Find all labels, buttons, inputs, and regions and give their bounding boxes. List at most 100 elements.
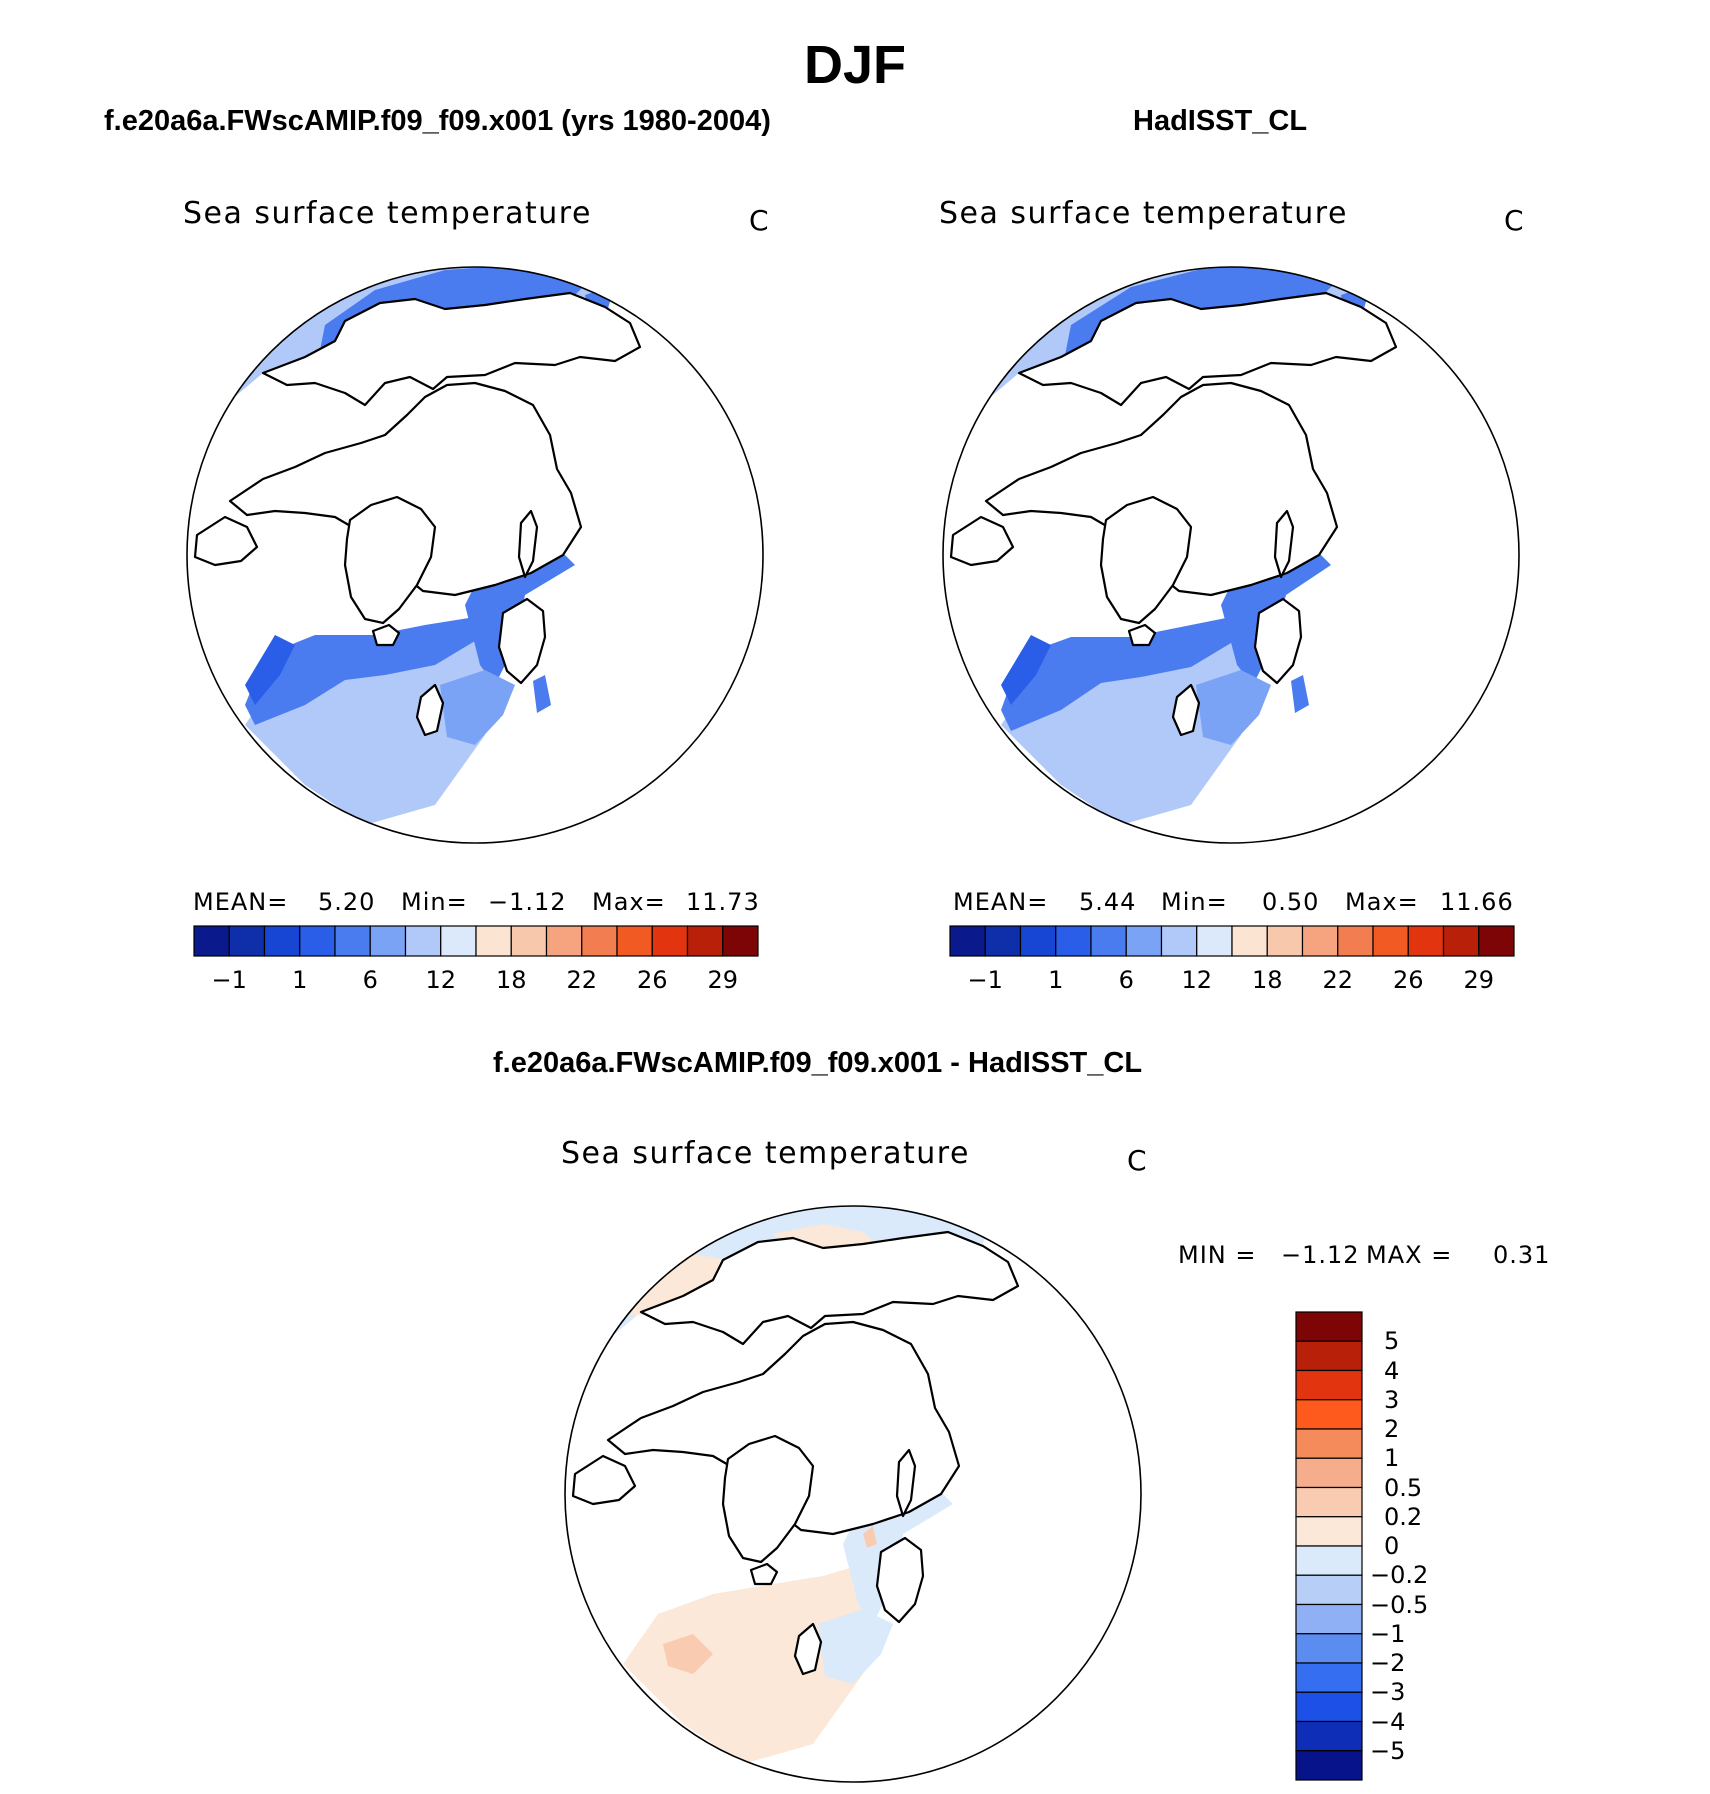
colorbar-bin-10 bbox=[545, 925, 583, 957]
colorbar-tick-label: 22 bbox=[1322, 966, 1354, 994]
north-pacific-inner bbox=[1061, 267, 1341, 375]
map-field bbox=[565, 1206, 1141, 1782]
colorbar-bin-0 bbox=[949, 925, 986, 957]
colorbar-bin-4 bbox=[334, 925, 371, 957]
panel1-min-value: −1.12 bbox=[488, 888, 567, 916]
colorbar-bin-1 bbox=[984, 925, 1022, 957]
coastline-0 bbox=[261, 291, 642, 407]
colorbar-bin-8 bbox=[475, 925, 512, 957]
map-boundary bbox=[186, 266, 764, 844]
pacific-positive-west bbox=[623, 1254, 723, 1316]
coastline-6 bbox=[1171, 683, 1201, 737]
coastline-5 bbox=[749, 1562, 779, 1586]
colorbar-tick-label: −1 bbox=[1370, 1619, 1406, 1648]
coastline-0 bbox=[1017, 291, 1398, 407]
colorbar-tick-label: 6 bbox=[1118, 966, 1134, 994]
panel2-units: C bbox=[1504, 204, 1524, 237]
colorbar-tick-label: 3 bbox=[1384, 1385, 1400, 1414]
colorbar-bin-7 bbox=[440, 925, 477, 957]
panel1-subtitle: f.e20a6a.FWscAMIP.f09_f09.x001 (yrs 1980… bbox=[104, 105, 771, 137]
colorbar-bin-0 bbox=[1295, 1311, 1363, 1342]
colorbar-tick-label: 0.2 bbox=[1384, 1502, 1423, 1531]
colorbar-tick-label: 22 bbox=[566, 966, 598, 994]
colorbar-bin-14 bbox=[1295, 1720, 1363, 1752]
colorbar-tick-label: 1 bbox=[1384, 1444, 1400, 1473]
colorbar-bin-6 bbox=[1160, 925, 1198, 957]
panel3-max-value: 0.31 bbox=[1493, 1241, 1551, 1269]
coastline-6 bbox=[415, 683, 445, 737]
coastline-2 bbox=[721, 1434, 815, 1564]
labrador-deep bbox=[1001, 635, 1051, 705]
colorbar-tick-label: 2 bbox=[1384, 1415, 1400, 1443]
coastline-5 bbox=[371, 623, 401, 647]
colorbar-bin-4 bbox=[1295, 1428, 1363, 1459]
colorbar-bin-6 bbox=[404, 925, 442, 957]
colorbar-bin-1 bbox=[1295, 1340, 1363, 1372]
panel1-mean-value: 5.20 bbox=[318, 888, 376, 916]
panel2-min-value: 0.50 bbox=[1262, 888, 1320, 916]
colorbar-bin-12 bbox=[616, 925, 653, 957]
colorbar-bin-4 bbox=[1090, 925, 1127, 957]
colorbar-tick-label: 18 bbox=[495, 966, 527, 994]
coastline-4 bbox=[1253, 597, 1303, 685]
panel2-title: Sea surface temperature bbox=[939, 196, 1348, 231]
coastline-3 bbox=[193, 515, 259, 567]
panel2-mean-label: MEAN= bbox=[953, 888, 1049, 916]
map-boundary bbox=[942, 266, 1520, 844]
colorbar-tick-label: −1 bbox=[211, 966, 247, 994]
north-sea bbox=[440, 670, 515, 745]
panel3-subtitle: f.e20a6a.FWscAMIP.f09_f09.x001 - HadISST… bbox=[493, 1047, 1143, 1079]
colorbar-bin-0 bbox=[193, 925, 230, 957]
colorbar-bin-14 bbox=[686, 925, 724, 957]
coastline-6 bbox=[793, 1622, 823, 1676]
panel1-max-value: 11.73 bbox=[686, 888, 760, 916]
colorbar-bin-5 bbox=[369, 925, 407, 957]
colorbar-bin-5 bbox=[1125, 925, 1163, 957]
panel3-min-label: MIN = bbox=[1178, 1241, 1257, 1269]
coastline-4 bbox=[497, 597, 547, 685]
svalbard-warm bbox=[863, 1526, 877, 1548]
colorbar-bin-12 bbox=[1295, 1662, 1363, 1693]
colorbar-bin-11 bbox=[1337, 925, 1374, 957]
colorbar-tick-label: 12 bbox=[425, 966, 457, 994]
panel2-subtitle: HadISST_CL bbox=[1133, 105, 1308, 137]
coastline-2 bbox=[1099, 495, 1193, 625]
colorbar-tick-label: 1 bbox=[1048, 966, 1064, 994]
coastline-3 bbox=[949, 515, 1015, 567]
colorbar-tick-label: 12 bbox=[1181, 966, 1213, 994]
colorbar-tick-label: −4 bbox=[1370, 1707, 1406, 1736]
colorbar-tick-label: −2 bbox=[1370, 1649, 1406, 1677]
colorbar-bin-10 bbox=[1295, 1603, 1363, 1635]
panel3-max-label: MAX = bbox=[1366, 1241, 1453, 1269]
coastline-2 bbox=[343, 495, 437, 625]
colorbar-bin-8 bbox=[1295, 1545, 1363, 1576]
colorbar-bin-5 bbox=[1295, 1457, 1363, 1489]
colorbar-bin-13 bbox=[1295, 1691, 1363, 1723]
colorbar-bin-6 bbox=[1295, 1486, 1363, 1518]
colorbar-bin-9 bbox=[510, 925, 548, 957]
colorbar-tick-label: −0.2 bbox=[1370, 1561, 1429, 1590]
north-atlantic-mid bbox=[245, 617, 485, 725]
map-field bbox=[943, 267, 1519, 843]
panel3-min-value: −1.12 bbox=[1281, 1241, 1360, 1269]
colorbar-tick-label: 5 bbox=[1384, 1327, 1400, 1356]
panel2-min-label: Min= bbox=[1161, 888, 1228, 916]
colorbar-tick-label: 26 bbox=[1392, 966, 1424, 994]
coastline-4 bbox=[875, 1536, 925, 1624]
panel1-max-label: Max= bbox=[592, 888, 666, 916]
colorbar-tick-label: 29 bbox=[1463, 966, 1495, 994]
baltic bbox=[533, 675, 551, 713]
north-atlantic-mid bbox=[1001, 617, 1241, 731]
map-boundary bbox=[564, 1205, 1142, 1783]
colorbar-tick-label: −5 bbox=[1370, 1736, 1406, 1765]
colorbar-tick-label: −1 bbox=[967, 966, 1003, 994]
map-field bbox=[187, 267, 763, 843]
colorbar-bin-15 bbox=[1478, 925, 1515, 957]
panel3-units: C bbox=[1127, 1144, 1147, 1177]
north-sea-negative bbox=[818, 1609, 893, 1684]
colorbar-tick-label: 1 bbox=[292, 966, 308, 994]
colorbar-bin-7 bbox=[1196, 925, 1233, 957]
coastline-7 bbox=[1273, 509, 1295, 579]
panel1-map bbox=[186, 266, 764, 844]
colorbar-bin-2 bbox=[263, 925, 301, 957]
